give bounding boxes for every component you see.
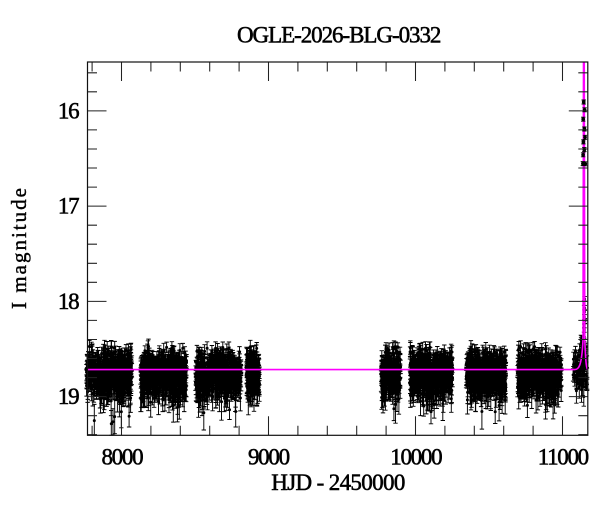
svg-text:OGLE-2026-BLG-0332: OGLE-2026-BLG-0332 [237, 23, 441, 48]
svg-text:19: 19 [58, 384, 79, 409]
svg-text:11000: 11000 [538, 445, 589, 470]
svg-text:18: 18 [58, 289, 79, 314]
svg-text:17: 17 [58, 194, 79, 219]
svg-text:8000: 8000 [101, 445, 143, 470]
svg-text:HJD - 2450000: HJD - 2450000 [271, 470, 405, 495]
svg-text:9000: 9000 [248, 445, 290, 470]
svg-text:I magnitude: I magnitude [7, 186, 31, 309]
svg-text:16: 16 [58, 99, 79, 124]
svg-text:10000: 10000 [390, 445, 442, 470]
